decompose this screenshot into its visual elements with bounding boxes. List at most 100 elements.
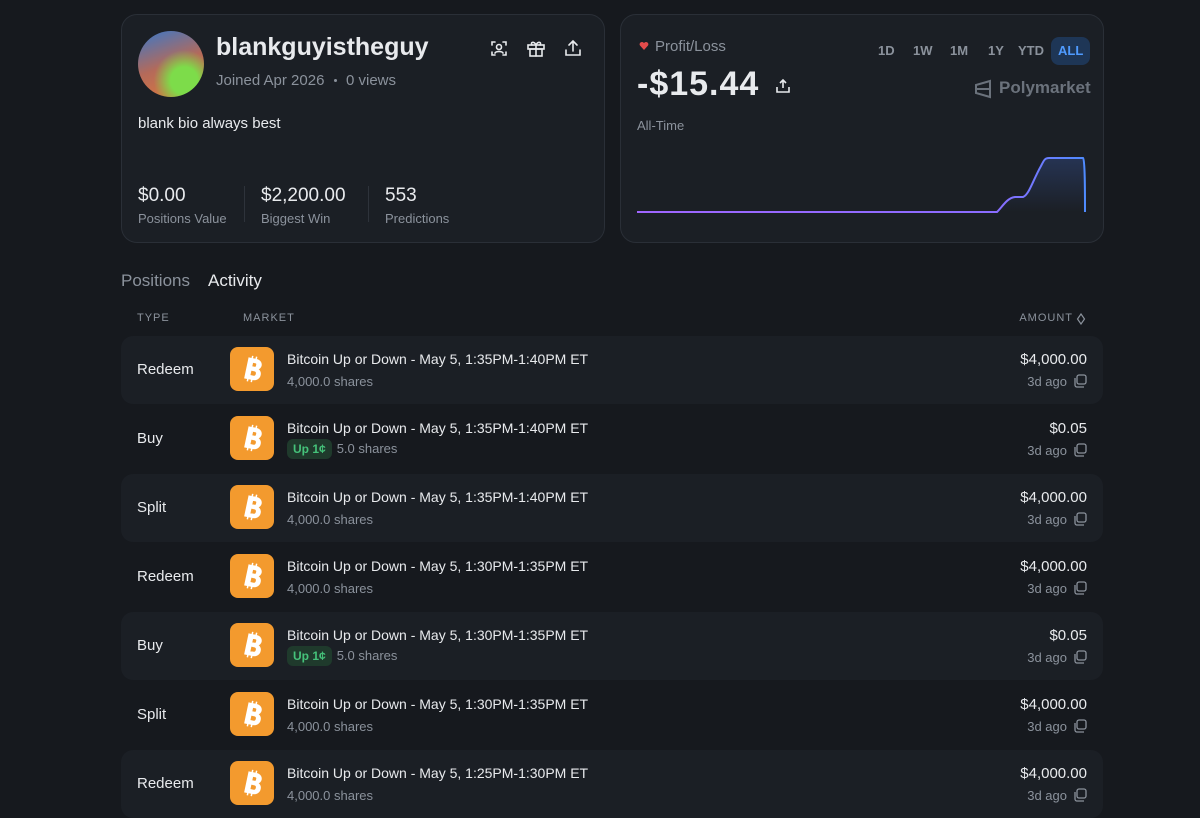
amount: $4,000.00 [1020, 489, 1087, 506]
shares: 5.0 shares [336, 441, 398, 456]
header-type: TYPE [137, 312, 170, 324]
market-sub: 4,000.0 shares [287, 374, 373, 389]
shares: 4,000.0 shares [287, 374, 374, 389]
header-amount[interactable]: AMOUNT [1019, 312, 1073, 324]
timeframe[interactable]: 1D [878, 43, 895, 58]
sort-icon[interactable] [1076, 313, 1086, 325]
bitcoin-logo [244, 424, 262, 452]
market-sub: Up 1¢ 5.0 shares [287, 646, 397, 666]
market-icon [230, 761, 274, 805]
username: blankguyistheguy [216, 33, 429, 61]
type: Split [137, 499, 167, 516]
copy-icon[interactable] [1073, 650, 1087, 664]
separator [334, 79, 337, 82]
tab[interactable]: Positions [121, 271, 190, 290]
amount: $0.05 [1049, 420, 1087, 437]
copy-icon[interactable] [1073, 512, 1087, 526]
timeframe[interactable]: 1W [913, 43, 933, 58]
market-title: Bitcoin Up or Down - May 5, 1:30PM-1:35P… [287, 627, 589, 643]
amount: $4,000.00 [1020, 765, 1087, 782]
activity-row[interactable]: Redeem Bitcoin Up or Down - May 5, 1:30PM… [121, 543, 1103, 611]
market-sub: 4,000.0 shares [287, 512, 373, 527]
divider [368, 186, 369, 222]
market-title: Bitcoin Up or Down - May 5, 1:30PM-1:35P… [287, 558, 589, 574]
joined: Joined Apr 2026 [216, 72, 325, 89]
timeframe[interactable]: YTD [1018, 43, 1044, 58]
market-icon [230, 485, 274, 529]
shares: 5.0 shares [336, 648, 398, 663]
bitcoin-logo [244, 700, 262, 728]
stat-value: 553 [385, 185, 417, 206]
copy-icon[interactable] [1073, 788, 1087, 802]
gift-icon[interactable] [527, 41, 545, 57]
type: Redeem [137, 361, 194, 378]
avatar [138, 31, 204, 97]
stat-label: Predictions [385, 211, 450, 226]
market-title: Bitcoin Up or Down - May 5, 1:35PM-1:40P… [287, 351, 589, 367]
market-icon [230, 692, 274, 736]
period: All-Time [637, 118, 685, 133]
type: Buy [137, 430, 163, 447]
market-title: Bitcoin Up or Down - May 5, 1:25PM-1:30P… [287, 765, 589, 781]
activity-row[interactable]: Buy Bitcoin Up or Down - May 5, 1:30PM-1:… [121, 612, 1103, 680]
time: 3d ago [1027, 512, 1067, 527]
activity-row[interactable]: Redeem Bitcoin Up or Down - May 5, 1:35PM… [121, 336, 1103, 404]
bio: blank bio always best [138, 115, 281, 132]
time: 3d ago [1027, 581, 1067, 596]
bitcoin-logo [244, 631, 262, 659]
amount: $4,000.00 [1020, 558, 1087, 575]
time: 3d ago [1027, 719, 1067, 734]
amount: $4,000.00 [1020, 696, 1087, 713]
pnl-label: Profit/Loss [655, 38, 726, 55]
sparkline [637, 157, 1086, 213]
type: Redeem [137, 568, 194, 585]
heart-icon [639, 42, 649, 50]
share-icon[interactable] [565, 39, 581, 56]
actions[interactable] [488, 37, 588, 59]
brand-logo [975, 79, 991, 99]
activity-row[interactable]: Split Bitcoin Up or Down - May 5, 1:35PM-… [121, 474, 1103, 542]
copy-icon[interactable] [1073, 374, 1087, 388]
stat-value: $2,200.00 [261, 185, 346, 206]
stat-value: $0.00 [138, 185, 186, 206]
timeframe[interactable]: 1M [950, 43, 969, 58]
activity-row[interactable]: Split Bitcoin Up or Down - May 5, 1:30PM-… [121, 681, 1103, 749]
timeframe[interactable]: ALL [1051, 37, 1091, 65]
market-sub: Up 1¢ 5.0 shares [287, 439, 397, 459]
time: 3d ago [1027, 788, 1067, 803]
market-sub: 4,000.0 shares [287, 788, 373, 803]
header-market: MARKET [243, 312, 295, 324]
timeframe[interactable]: 1Y [988, 43, 1004, 58]
copy-icon[interactable] [1073, 581, 1087, 595]
share-icon[interactable] [774, 77, 792, 95]
market-icon [230, 623, 274, 667]
scan-icon[interactable] [491, 41, 507, 56]
bitcoin-logo [244, 493, 262, 521]
copy-icon[interactable] [1073, 719, 1087, 733]
shares: 4,000.0 shares [287, 512, 374, 527]
bitcoin-logo [244, 769, 262, 797]
amount: $0.05 [1049, 627, 1087, 644]
brand: Polymarket [999, 78, 1091, 97]
views: 0 views [346, 72, 397, 89]
copy-icon[interactable] [1073, 443, 1087, 457]
type: Split [137, 706, 167, 723]
stat-label: Positions Value [138, 211, 227, 226]
market-icon [230, 416, 274, 460]
profile-card: blankguyistheguy Joined Apr 2026 0 views… [121, 14, 605, 243]
market-title: Bitcoin Up or Down - May 5, 1:30PM-1:35P… [287, 696, 589, 712]
bitcoin-logo [244, 355, 262, 383]
shares: 4,000.0 shares [287, 719, 374, 734]
type: Redeem [137, 775, 194, 792]
type: Buy [137, 637, 163, 654]
activity-row[interactable]: Redeem Bitcoin Up or Down - May 5, 1:25PM… [121, 750, 1103, 818]
outcome-badge: Up 1¢ [287, 646, 332, 666]
divider [244, 186, 245, 222]
stat-label: Biggest Win [261, 211, 331, 226]
tab[interactable]: Activity [208, 271, 262, 290]
amount: $4,000.00 [1020, 351, 1087, 368]
pnl-amount: -$15.44 [637, 65, 760, 103]
market-title: Bitcoin Up or Down - May 5, 1:35PM-1:40P… [287, 489, 589, 505]
activity-row[interactable]: Buy Bitcoin Up or Down - May 5, 1:35PM-1:… [121, 405, 1103, 473]
